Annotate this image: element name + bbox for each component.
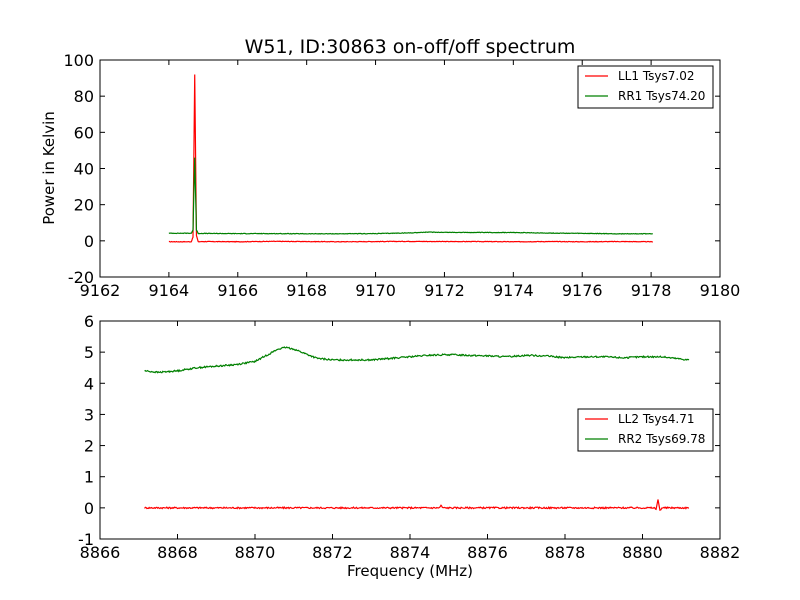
x-tick-label: 8874 [390, 543, 431, 562]
x-tick-label: 9168 [286, 281, 327, 300]
y-tick-label: 80 [74, 87, 94, 106]
x-tick-label: 8880 [622, 543, 663, 562]
x-tick-label: 8878 [545, 543, 586, 562]
y-tick-label: 0 [84, 232, 94, 251]
x-tick-label: 9162 [80, 281, 121, 300]
y-tick-label: 0 [84, 499, 94, 518]
legend-entry: LL1 Tsys7.02 [618, 69, 695, 83]
chart-title: W51, ID:30863 on-off/off spectrum [245, 36, 576, 58]
y-tick-label: 20 [74, 196, 94, 215]
bottom-axis-ticks: 8866 8868 8870 8872 8874 8876 8878 8880 8882 -1 0 1… [78, 312, 740, 562]
x-tick-label: 9176 [562, 281, 603, 300]
top-series-group [168, 74, 654, 243]
x-tick-label: 8866 [80, 543, 121, 562]
y-tick-label: 60 [74, 123, 94, 142]
y-tick-label: -20 [68, 268, 94, 287]
series-line-ll2 [144, 499, 690, 511]
y-tick-label: 6 [84, 312, 94, 331]
y-tick-label: 1 [84, 468, 94, 487]
series-line-rr2 [144, 346, 690, 374]
top-chart: 9162 9164 9166 9168 9170 9172 9174 9176 9178 9180… [40, 36, 740, 300]
y-tick-label: 100 [63, 51, 94, 70]
top-y-axis-label: Power in Kelvin [40, 111, 58, 225]
x-tick-label: 8868 [157, 543, 198, 562]
x-tick-label: 9164 [149, 281, 190, 300]
series-line-rr1 [168, 157, 653, 235]
top-legend: LL1 Tsys7.02 RR1 Tsys74.20 [577, 65, 714, 109]
bottom-series-group [144, 346, 690, 511]
bottom-legend: LL2 Tsys4.71 RR2 Tsys69.78 [577, 408, 714, 452]
x-tick-label: 9166 [217, 281, 258, 300]
legend-box [577, 408, 714, 452]
legend-entry: LL2 Tsys4.71 [618, 412, 695, 426]
x-tick-label: 9178 [631, 281, 672, 300]
y-tick-label: 5 [84, 343, 94, 362]
y-tick-label: -1 [78, 530, 94, 549]
y-tick-label: 2 [84, 437, 94, 456]
series-line-ll1 [168, 74, 654, 243]
x-tick-label: 9172 [424, 281, 465, 300]
x-tick-label: 8882 [700, 543, 741, 562]
top-axis-ticks: 9162 9164 9166 9168 9170 9172 9174 9176 9178 9180… [63, 51, 740, 300]
x-tick-label: 9180 [700, 281, 741, 300]
x-tick-label: 8870 [235, 543, 276, 562]
bottom-chart: 8866 8868 8870 8872 8874 8876 8878 8880 8882 -1 0 1… [78, 312, 740, 580]
x-tick-label: 8876 [467, 543, 508, 562]
legend-box [577, 65, 714, 109]
y-tick-label: 40 [74, 160, 94, 179]
x-tick-label: 8872 [312, 543, 353, 562]
x-axis-label: Frequency (MHz) [347, 562, 473, 580]
y-tick-label: 3 [84, 405, 94, 424]
legend-entry: RR2 Tsys69.78 [618, 432, 705, 446]
legend-entry: RR1 Tsys74.20 [618, 89, 705, 103]
x-tick-label: 9174 [493, 281, 534, 300]
y-tick-label: 4 [84, 374, 94, 393]
x-tick-label: 9170 [355, 281, 396, 300]
